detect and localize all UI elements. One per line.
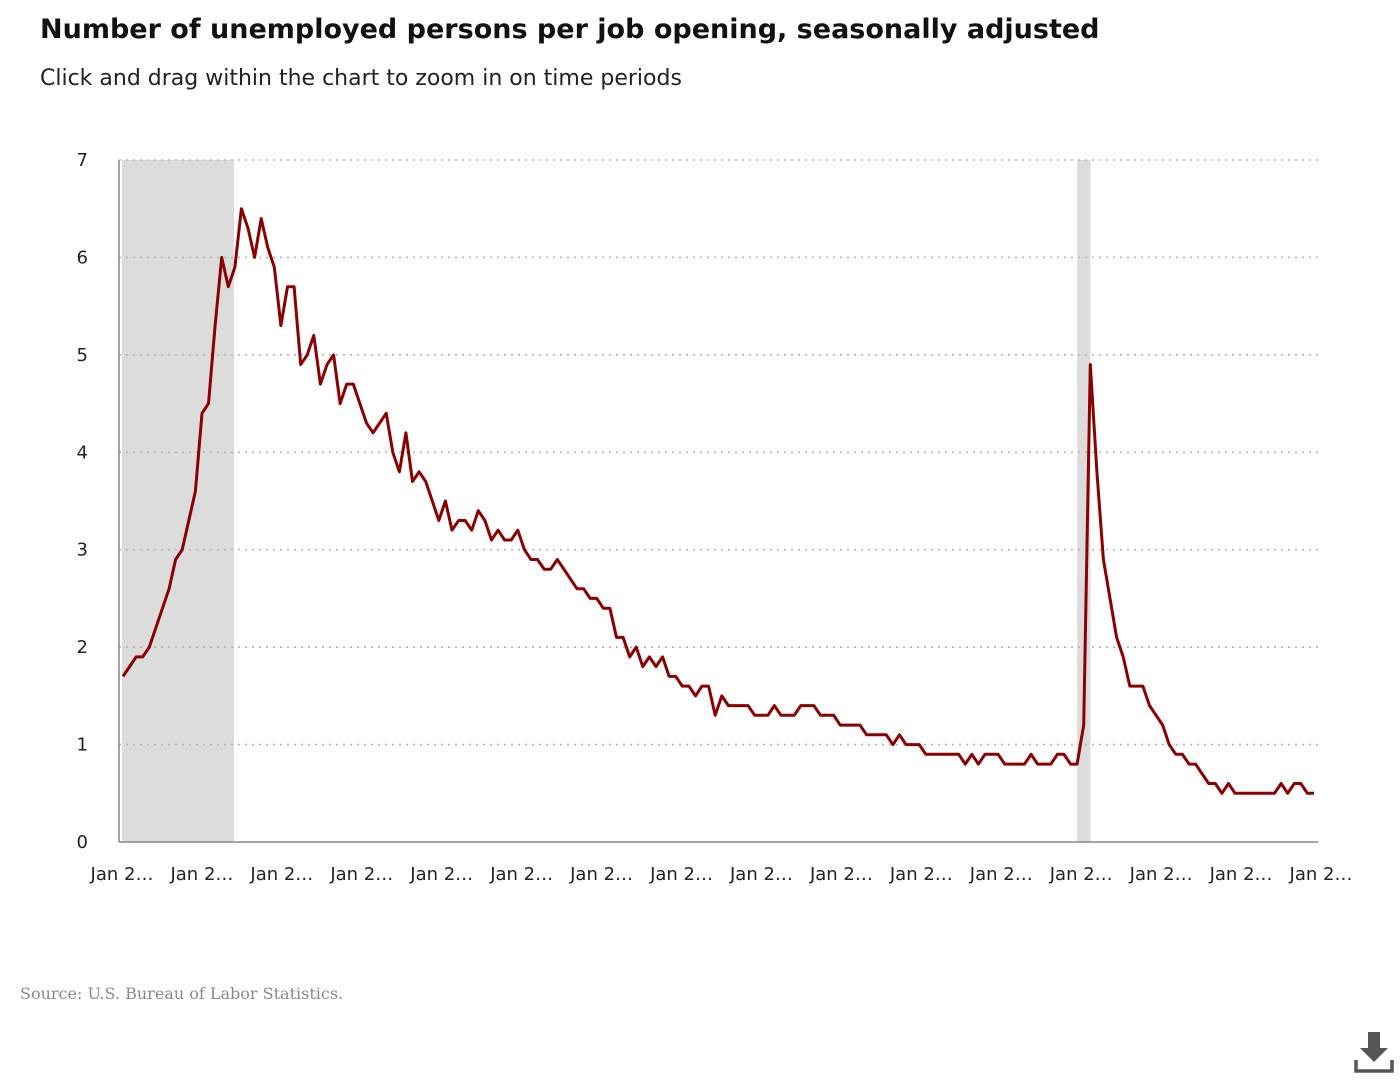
x-tick-label: Jan 2… bbox=[569, 864, 633, 885]
y-tick-label: 3 bbox=[77, 540, 88, 561]
x-tick-label: Jan 2… bbox=[90, 864, 154, 885]
x-tick-label: Jan 2… bbox=[809, 864, 873, 885]
x-tick-label: Jan 2… bbox=[729, 864, 793, 885]
line-chart[interactable]: 0 1 2 3 4 5 6 7 Jan 2… Jan 2… Jan 2… Jan 2… Jan 2… Ja… bbox=[0, 130, 1400, 910]
x-tick-label: Jan 2… bbox=[889, 864, 953, 885]
x-tick-label: Jan 2… bbox=[1289, 864, 1353, 885]
x-tick-label: Jan 2… bbox=[169, 864, 233, 885]
x-tick-label: Jan 2… bbox=[969, 864, 1033, 885]
recession-band bbox=[1077, 160, 1091, 842]
y-tick-label: 1 bbox=[77, 735, 88, 756]
recession-band bbox=[122, 160, 234, 842]
download-icon[interactable] bbox=[1352, 1030, 1396, 1074]
y-tick-label: 0 bbox=[77, 832, 88, 853]
chart-title: Number of unemployed persons per job ope… bbox=[40, 14, 1100, 45]
y-tick-label: 7 bbox=[77, 150, 88, 171]
y-tick-label: 2 bbox=[77, 637, 88, 658]
x-tick-label: Jan 2… bbox=[409, 864, 473, 885]
x-tick-label: Jan 2… bbox=[1049, 864, 1113, 885]
x-tick-label: Jan 2… bbox=[1129, 864, 1193, 885]
series-line bbox=[121, 207, 1314, 795]
x-tick-label: Jan 2… bbox=[649, 864, 713, 885]
x-tick-label: Jan 2… bbox=[1209, 864, 1273, 885]
x-tick-label: Jan 2… bbox=[489, 864, 553, 885]
x-tick-label: Jan 2… bbox=[329, 864, 393, 885]
y-tick-label: 4 bbox=[77, 442, 88, 463]
x-tick-label: Jan 2… bbox=[249, 864, 313, 885]
chart-subtitle: Click and drag within the chart to zoom … bbox=[40, 66, 682, 91]
source-note: Source: U.S. Bureau of Labor Statistics. bbox=[20, 984, 344, 1003]
y-tick-label: 6 bbox=[77, 247, 88, 268]
y-tick-label: 5 bbox=[77, 345, 88, 366]
